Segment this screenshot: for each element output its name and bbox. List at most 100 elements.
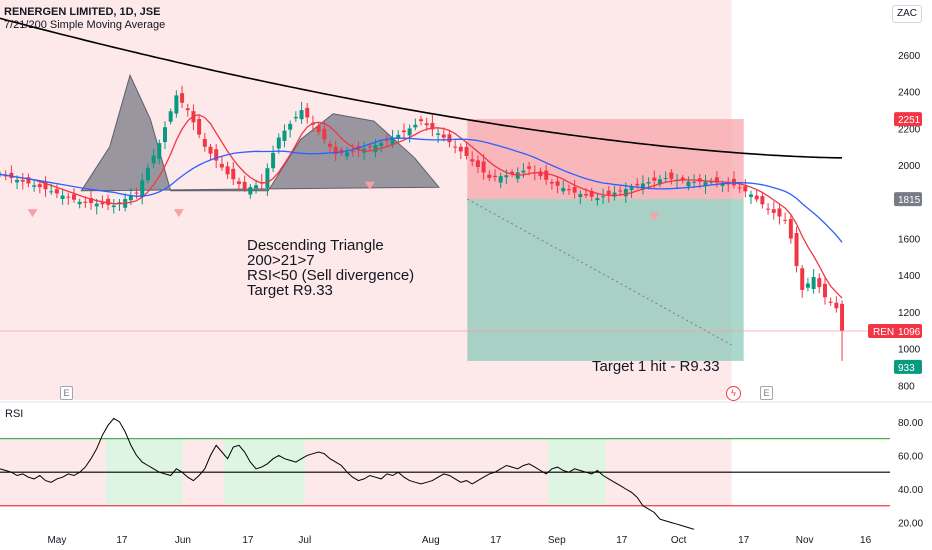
analysis-note[interactable]: Descending Triangle 200>21>7 RSI<50 (Sel… [247, 238, 414, 298]
candle-body [498, 176, 503, 183]
candle-body [504, 175, 509, 178]
candle-body [157, 143, 162, 159]
last-price-badge-bg [868, 324, 922, 339]
moving-average-line [0, 114, 843, 299]
date-tick-label: 17 [242, 535, 254, 546]
candle-body [680, 177, 685, 181]
candle-body [743, 186, 748, 192]
candle-body [703, 181, 708, 187]
candle-body [640, 183, 645, 190]
candle-body [618, 190, 623, 192]
sell-signal-marker [364, 181, 375, 190]
candle-body [601, 196, 606, 198]
candle-body [265, 168, 270, 188]
note-line: Descending Triangle [247, 237, 384, 254]
candle-body [214, 149, 219, 161]
last-price-value: 1096 [898, 327, 921, 338]
candle-body [77, 201, 82, 205]
candle-body [492, 175, 497, 178]
candle-body [777, 208, 782, 217]
candle-body [817, 278, 822, 288]
candle-body [822, 283, 827, 298]
candle-body [367, 146, 372, 148]
dividend-flash-icon[interactable]: ϟ [726, 386, 741, 401]
candle-body [128, 195, 133, 201]
candle-body [26, 177, 31, 184]
candle-body [384, 139, 389, 141]
target-hit-note[interactable]: Target 1 hit - R9.33 [592, 358, 720, 375]
candle-body [447, 134, 452, 143]
date-tick-label: Sep [548, 535, 566, 546]
candle-body [54, 189, 59, 194]
candle-body [208, 146, 213, 154]
candle-body [771, 209, 776, 213]
note-line: Target R9.33 [247, 282, 333, 299]
candle-body [174, 95, 179, 114]
earnings-event-icon[interactable]: E [60, 386, 73, 400]
candle-body [766, 208, 771, 210]
candle-body [401, 130, 406, 133]
price-tick-label: 800 [898, 381, 915, 392]
candle-body [527, 166, 532, 169]
candle-body [549, 182, 554, 184]
candle-body [106, 198, 111, 205]
price-tick-label: 1200 [898, 308, 921, 319]
candle-body [458, 146, 463, 152]
candle-body [436, 133, 441, 135]
axes: 8001000120014001600180020002200240026002… [47, 14, 923, 546]
rsi-tick-label: 60.00 [898, 451, 923, 462]
symbol-title[interactable]: RENERGEN LIMITED, 1D, JSE [4, 6, 161, 18]
candle-body [709, 181, 714, 183]
date-tick-label: Jul [298, 535, 311, 546]
candle-body [15, 179, 20, 183]
candle-body [566, 189, 571, 191]
candle-body [140, 180, 145, 198]
candle-body [350, 151, 355, 153]
candle-body [840, 303, 845, 332]
candle-body [692, 181, 697, 183]
indicator-legend[interactable]: 7/21/200 Simple Moving Average [4, 19, 166, 31]
profit-target-zone [467, 199, 744, 361]
candle-body [487, 174, 492, 178]
candle-body [322, 128, 327, 140]
target-price-badge: 933 [894, 359, 922, 374]
rsi-pane-label[interactable]: RSI [5, 408, 24, 420]
candle-body [43, 181, 48, 190]
candle-body [94, 203, 99, 207]
candle-body [288, 123, 293, 130]
sell-signal-marker [27, 209, 38, 218]
candle-body [117, 202, 122, 204]
sell-signal-marker [649, 212, 660, 221]
candle-body [578, 194, 583, 198]
candle-body [185, 108, 190, 111]
candle-body [333, 146, 338, 155]
candle-body [606, 190, 611, 195]
candle-body [197, 119, 202, 135]
stop-price-badge: 2251 [894, 112, 922, 127]
candle-body [373, 144, 378, 153]
candle-body [760, 196, 765, 205]
candle-body [481, 161, 486, 173]
candle-body [510, 171, 515, 175]
earnings-event-icon[interactable]: E [760, 386, 773, 400]
candle-body [231, 168, 236, 180]
candle-body [805, 283, 810, 288]
candle-body [589, 191, 594, 197]
candle-body [646, 182, 651, 184]
scale-mode-button[interactable]: ZAC [892, 5, 922, 23]
candle-body [794, 233, 799, 267]
stop-price-badge-text: 2251 [898, 115, 921, 126]
rsi-tick-label: 40.00 [898, 485, 923, 496]
candle-body [424, 123, 429, 126]
candle-body [754, 195, 759, 200]
candle-body [276, 137, 281, 149]
date-tick-label: Oct [671, 535, 687, 546]
candle-body [299, 110, 304, 120]
projection-line [467, 198, 732, 346]
date-tick-label: 17 [490, 535, 502, 546]
candle-body [219, 163, 224, 168]
entry-price-badge: 1815 [894, 192, 922, 207]
candle-body [225, 166, 230, 175]
candle-body [464, 146, 469, 156]
candle-body [413, 124, 418, 128]
